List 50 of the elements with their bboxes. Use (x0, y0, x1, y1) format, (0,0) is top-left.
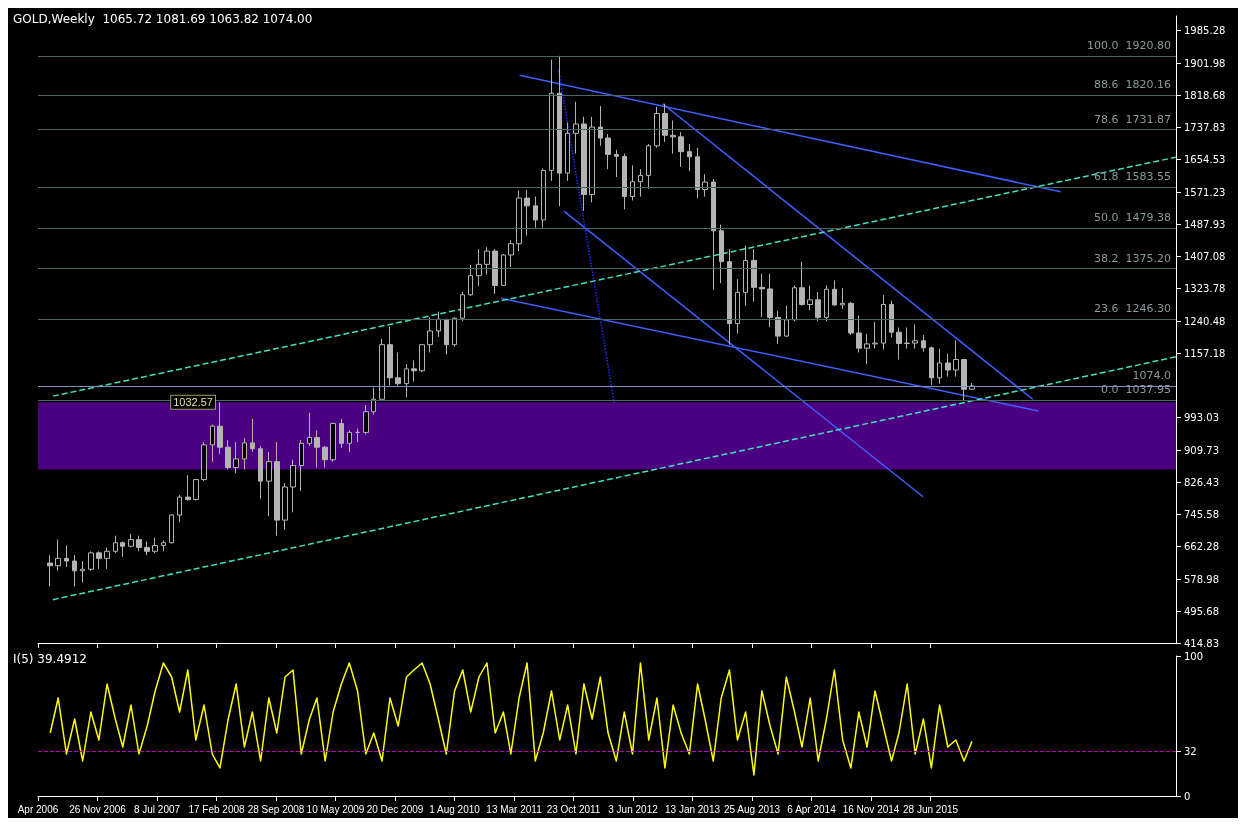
y-tick-label: 1487.93 (1184, 219, 1226, 231)
y-tick-label: 1901.98 (1184, 57, 1226, 69)
y-tick-label: 1737.83 (1184, 121, 1226, 133)
y-tick-label: 414.83 (1184, 637, 1219, 649)
x-tick-label: 13 Mar 2011 (486, 803, 543, 815)
y-tick-label: 1571.23 (1184, 186, 1226, 198)
y-tick-label: 1985.28 (1184, 25, 1226, 37)
x-tick-label: 25 Aug 2013 (723, 803, 781, 815)
y-tick-label: 826.43 (1184, 477, 1219, 489)
ref-line-label: 0.0 1037.95 (1101, 383, 1171, 397)
annotation: 1032.57 (173, 396, 213, 409)
y-tick-label: 1323.78 (1184, 283, 1226, 295)
x-tick-label: 16 Nov 2014 (842, 803, 900, 815)
ref-line-label: 100.0 1920.80 (1087, 38, 1171, 52)
x-tick-label: Apr 2006 (17, 803, 59, 815)
x-tick-label: 17 Feb 2008 (188, 803, 246, 815)
chart-title: I(5) 39.4912 (13, 652, 87, 666)
y-tick-label: 1654.53 (1184, 154, 1226, 166)
y-tick-label: 1157.18 (1184, 348, 1226, 360)
y-tick-label: 1407.08 (1184, 250, 1226, 262)
y-tick-label: 100 (1184, 650, 1204, 662)
x-tick-label: 23 Oct 2011 (546, 803, 601, 815)
x-tick-label: 6 Apr 2014 (787, 803, 837, 815)
y-tick-label: 495.68 (1184, 605, 1219, 617)
x-tick-label: 3 Jun 2012 (608, 803, 659, 815)
x-tick-label: 28 Jun 2015 (903, 803, 959, 815)
ref-line-label: 88.6 1820.16 (1094, 78, 1171, 92)
y-tick-label: 662.28 (1184, 541, 1219, 553)
y-tick-label: 1240.48 (1184, 315, 1226, 327)
chart-title: GOLD,Weekly 1065.72 1081.69 1063.82 1074.00 (13, 12, 313, 26)
y-tick-label: 32 (1184, 745, 1197, 757)
ref-line-label: 50.0 1479.38 (1094, 210, 1171, 224)
y-tick-label: 578.98 (1184, 573, 1219, 585)
x-tick-label: 13 Jan 2013 (665, 803, 721, 815)
x-tick-label: 26 Nov 2006 (69, 803, 127, 815)
x-tick-label: 10 May 2009 (306, 803, 365, 815)
x-tick-label: 8 Jul 2007 (133, 803, 181, 815)
x-tick-label: 28 Sep 2008 (247, 803, 305, 815)
ref-line-label: 1074.0 (1132, 369, 1171, 382)
y-tick-label: 745.58 (1184, 508, 1219, 520)
ref-line-label: 38.2 1375.20 (1094, 251, 1171, 265)
x-tick-label: 20 Dec 2009 (366, 803, 424, 815)
y-tick-label: 909.73 (1184, 444, 1219, 456)
y-tick-label: 1818.68 (1184, 90, 1226, 102)
y-tick-label: 0 (1184, 790, 1191, 802)
ref-line-label: 78.6 1731.87 (1094, 112, 1171, 126)
ref-line-label: 61.8 1583.55 (1094, 170, 1171, 184)
x-tick-label: 1 Aug 2010 (429, 803, 481, 815)
ref-line-label: 23.6 1246.30 (1094, 301, 1171, 315)
y-tick-label: 993.03 (1184, 412, 1219, 424)
